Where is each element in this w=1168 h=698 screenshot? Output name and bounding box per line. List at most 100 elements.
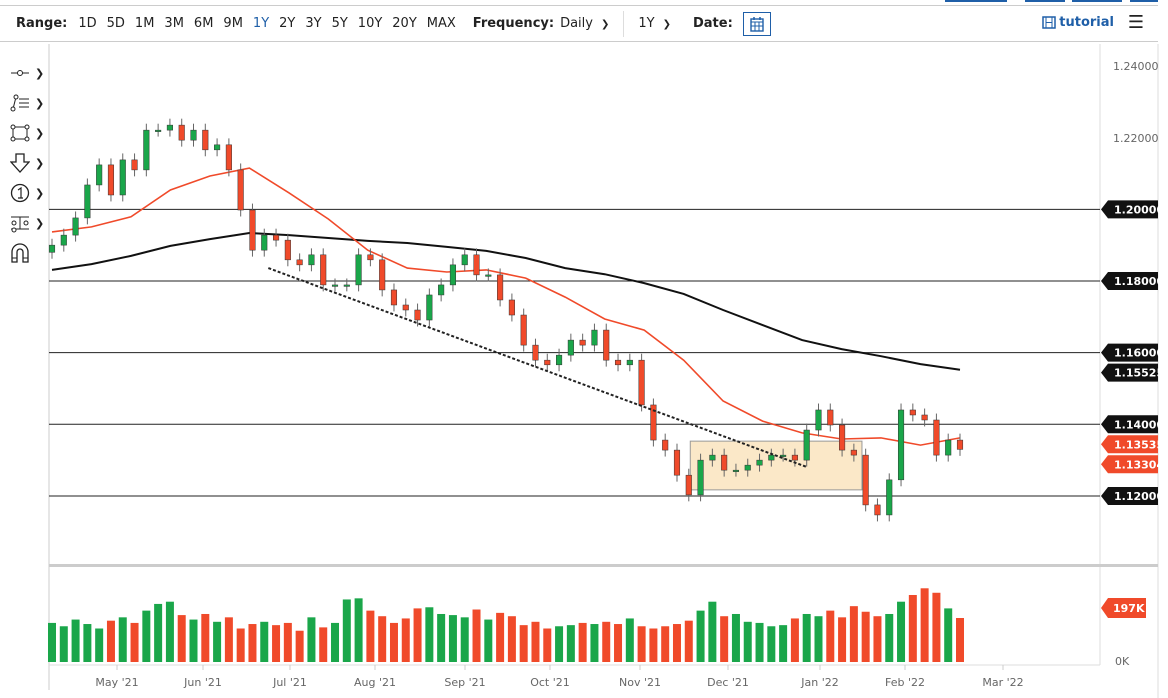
candle-body-up xyxy=(556,354,563,366)
candle-body-down xyxy=(909,409,916,416)
candle-body-up xyxy=(355,254,362,286)
fib-tool[interactable]: ❯ xyxy=(0,88,48,118)
candle xyxy=(202,123,209,157)
range-button-1y[interactable]: 1Y xyxy=(252,16,270,31)
volume-bar xyxy=(944,608,953,662)
candle-body-down xyxy=(390,289,398,306)
candle-body-down xyxy=(933,419,940,456)
candle xyxy=(780,448,787,462)
candle xyxy=(850,443,857,462)
range-button-20y[interactable]: 20Y xyxy=(392,16,417,31)
price-tag-bg xyxy=(1101,343,1158,362)
price-tag: 1.12000 xyxy=(1101,486,1164,505)
range-label: Range: xyxy=(16,16,68,31)
candle-body-down xyxy=(544,359,551,366)
measure-tool[interactable]: ❯ xyxy=(0,208,48,238)
price-tag: 1.18000 xyxy=(1101,271,1164,290)
candle xyxy=(355,248,362,292)
candle-body-up xyxy=(815,409,822,431)
volume-bar xyxy=(154,603,163,662)
candle-body-down xyxy=(131,159,138,171)
tutorial-link[interactable]: tutorial xyxy=(1042,15,1114,30)
candle-body-down xyxy=(379,259,386,291)
candle xyxy=(839,418,846,457)
candle-body-up xyxy=(190,129,197,141)
arrow-tool[interactable]: ❯ xyxy=(0,148,48,178)
candle xyxy=(390,283,398,312)
calendar-button[interactable] xyxy=(742,11,771,36)
volume-bar xyxy=(861,611,870,662)
x-tick-label: Sep '21 xyxy=(444,676,485,689)
candle-body-up xyxy=(449,264,456,286)
candle-body-down xyxy=(237,169,244,211)
period-select[interactable]: 1Y ❯ xyxy=(638,16,671,31)
range-button-1d[interactable]: 1D xyxy=(78,16,97,31)
price-tag-bg xyxy=(1101,455,1158,474)
volume-bar xyxy=(661,626,670,662)
price-tag-bg xyxy=(1101,435,1158,454)
candle xyxy=(214,138,221,157)
candle-body-down xyxy=(284,239,291,261)
range-button-1m[interactable]: 1M xyxy=(134,16,155,31)
candle xyxy=(815,403,822,437)
candle xyxy=(60,228,67,252)
volume-bar xyxy=(614,624,623,662)
candle-body-down xyxy=(579,339,586,346)
volume-bar xyxy=(578,622,587,662)
consolidation-box[interactable] xyxy=(689,440,863,491)
volume-bar xyxy=(59,626,68,662)
number-marker-tool[interactable]: ❯ xyxy=(0,178,48,208)
line-tool[interactable]: ❯ xyxy=(0,58,48,88)
range-button-3y[interactable]: 3Y xyxy=(305,16,322,31)
range-button-9m[interactable]: 9M xyxy=(223,16,243,31)
x-tick-label: Dec '21 xyxy=(707,676,749,689)
volume-bar xyxy=(331,622,340,662)
price-tag-label: 1.12000 xyxy=(1114,490,1164,503)
rectangle-tool[interactable]: ❯ xyxy=(0,118,48,148)
price-tag-bg xyxy=(1101,200,1158,219)
candle-body-up xyxy=(166,124,173,131)
volume-bar xyxy=(920,588,929,662)
price-tag: 1.16000 xyxy=(1101,343,1164,362)
price-tag-label: 1.14000 xyxy=(1114,418,1164,431)
range-button-2y[interactable]: 2Y xyxy=(279,16,296,31)
candle-body-up xyxy=(461,254,468,266)
magnet-tool[interactable] xyxy=(0,238,48,268)
candle xyxy=(650,398,657,447)
range-button-10y[interactable]: 10Y xyxy=(357,16,383,31)
volume-bar xyxy=(366,610,375,662)
frequency-value: Daily xyxy=(560,16,593,31)
candle xyxy=(261,228,268,257)
y-tick-label: 1.22000 xyxy=(1113,132,1159,145)
candle xyxy=(308,248,315,272)
range-button-6m[interactable]: 6M xyxy=(193,16,214,31)
range-button-5y[interactable]: 5Y xyxy=(331,16,348,31)
volume-bar xyxy=(177,615,186,662)
hamburger-menu-icon[interactable]: ☰ xyxy=(1127,12,1144,33)
candle-body-down xyxy=(850,449,857,456)
candle-body-up xyxy=(84,184,91,219)
candle xyxy=(768,448,775,467)
candle xyxy=(84,178,91,225)
chart-toolbar: Range: 1D 5D 1M 3M 6M 9M 1Y 2Y 3Y 5Y 10Y 20Y MAX Fre… xyxy=(0,5,1158,42)
candle-body-down xyxy=(862,454,869,506)
volume-bar xyxy=(566,625,575,662)
candle xyxy=(626,353,633,372)
candle xyxy=(449,258,456,292)
chevron-down-icon: ❯ xyxy=(600,19,610,30)
range-button-3m[interactable]: 3M xyxy=(164,16,184,31)
chevron-right-icon: ❯ xyxy=(35,66,45,80)
frequency-select[interactable]: Daily ❯ xyxy=(560,16,609,31)
volume-bar xyxy=(849,606,858,662)
range-button-max[interactable]: MAX xyxy=(426,16,456,31)
range-button-5d[interactable]: 5D xyxy=(106,16,125,31)
candle xyxy=(638,353,645,412)
candle xyxy=(331,278,339,292)
volume-bar xyxy=(637,626,646,662)
volume-bar xyxy=(908,594,917,662)
volume-tag-label: 197K xyxy=(1113,602,1145,615)
candle xyxy=(685,468,692,502)
candle xyxy=(614,353,622,372)
trendline[interactable] xyxy=(267,267,808,468)
